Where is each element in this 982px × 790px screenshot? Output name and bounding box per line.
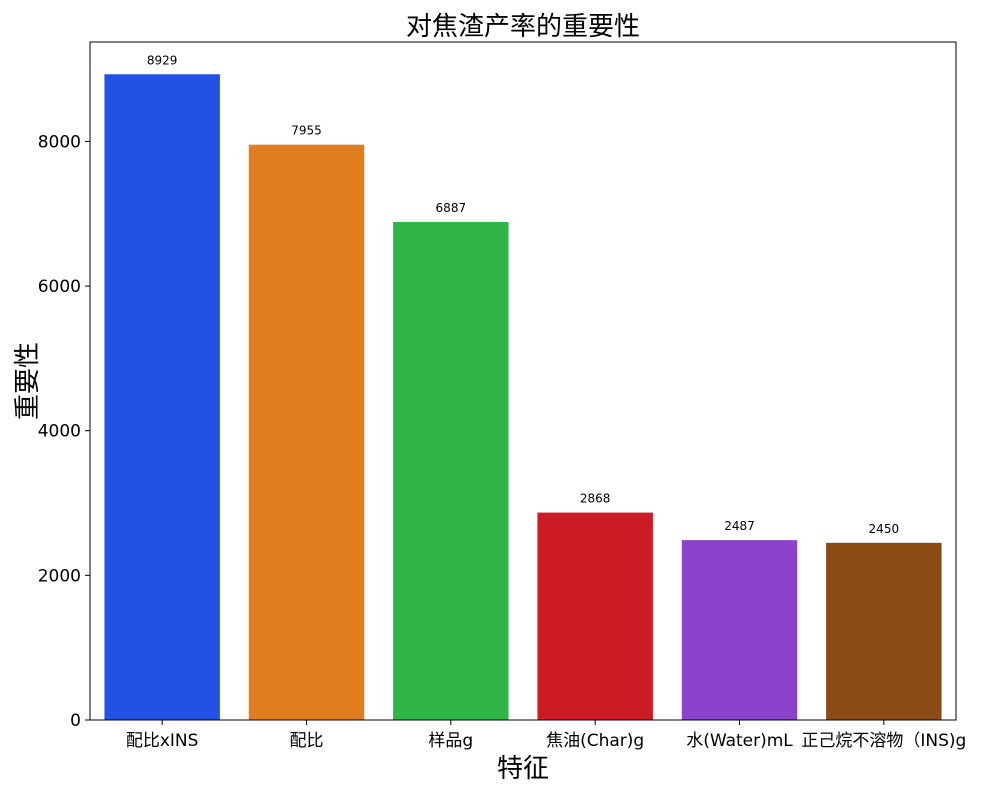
plot-frame xyxy=(89,41,957,721)
y-axis-label: 重要性 xyxy=(13,342,43,420)
bar-5 xyxy=(826,542,942,720)
bar-4 xyxy=(681,540,798,720)
y-tick-label-3: 6000 xyxy=(38,277,81,297)
x-tick-label-0: 配比xINS xyxy=(126,731,199,751)
x-tick-label-5: 正己烷不溶物（INS)g xyxy=(801,731,966,751)
y-tick-label-1: 2000 xyxy=(38,566,81,586)
data-label-2: 6887 xyxy=(436,201,467,215)
plot-area: 8929 7955 6887 2868 2487 2450 xyxy=(104,53,942,721)
x-tick-label-4: 水(Water)mL xyxy=(686,731,793,751)
x-tick-label-2: 样品g xyxy=(428,731,473,751)
y-tick-label-4: 8000 xyxy=(38,132,81,152)
x-axis: 配比xINS 配比 样品g 焦油(Char)g 水(Water)mL 正己烷不溶物（INS… xyxy=(126,720,966,751)
data-label-4: 2487 xyxy=(724,519,755,533)
bar-0 xyxy=(104,74,220,721)
data-label-1: 7955 xyxy=(291,124,322,138)
x-tick-label-1: 配比 xyxy=(290,731,324,751)
data-label-0: 8929 xyxy=(147,53,178,67)
bar-1 xyxy=(248,144,365,720)
y-tick-label-2: 4000 xyxy=(38,422,81,442)
y-tick-label-0: 0 xyxy=(70,711,81,731)
chart-title: 对焦渣产率的重要性 xyxy=(406,12,640,42)
x-axis-label: 特征 xyxy=(497,754,549,784)
data-label-5: 2450 xyxy=(869,522,900,536)
data-label-3: 2868 xyxy=(580,492,611,506)
y-axis: 0 2000 4000 6000 8000 xyxy=(38,132,90,731)
x-tick-label-3: 焦油(Char)g xyxy=(546,731,644,751)
bar-2 xyxy=(393,221,509,720)
bar-3 xyxy=(537,512,653,720)
